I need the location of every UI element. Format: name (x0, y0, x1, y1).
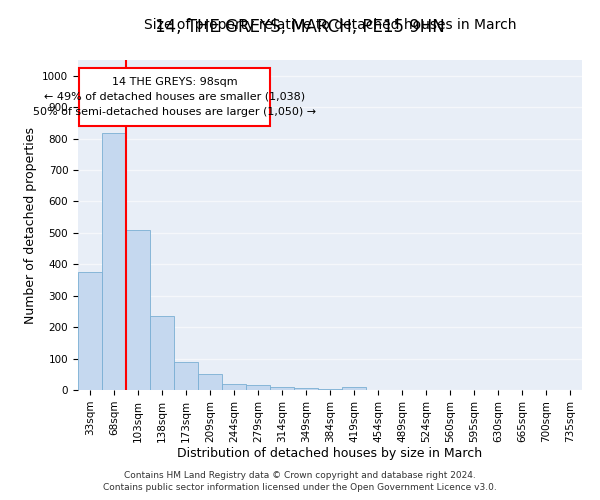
Title: Size of property relative to detached houses in March: Size of property relative to detached ho… (144, 18, 516, 32)
Bar (270, 388, 294, 390)
FancyBboxPatch shape (79, 68, 270, 126)
Text: Contains HM Land Registry data © Crown copyright and database right 2024.
Contai: Contains HM Land Registry data © Crown c… (103, 471, 497, 492)
Text: 14 THE GREYS: 98sqm
← 49% of detached houses are smaller (1,038)
50% of semi-det: 14 THE GREYS: 98sqm ← 49% of detached ho… (33, 77, 316, 116)
Bar (246, 386, 270, 390)
Bar (126, 230, 150, 390)
Bar (342, 387, 366, 390)
Y-axis label: Number of detached properties: Number of detached properties (23, 126, 37, 324)
Text: 14, THE GREYS, MARCH, PE15 9HN: 14, THE GREYS, MARCH, PE15 9HN (155, 18, 445, 36)
Bar (198, 374, 222, 390)
Bar (318, 388, 342, 390)
Bar (294, 388, 318, 390)
X-axis label: Distribution of detached houses by size in March: Distribution of detached houses by size … (178, 448, 482, 460)
Bar (222, 384, 246, 390)
Bar (174, 362, 198, 390)
Bar (78, 272, 102, 390)
Bar (102, 133, 126, 390)
Bar (150, 316, 174, 390)
